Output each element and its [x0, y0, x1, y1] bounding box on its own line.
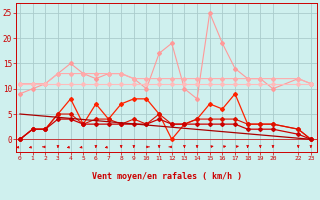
X-axis label: Vent moyen/en rafales ( km/h ): Vent moyen/en rafales ( km/h ) — [92, 172, 242, 181]
